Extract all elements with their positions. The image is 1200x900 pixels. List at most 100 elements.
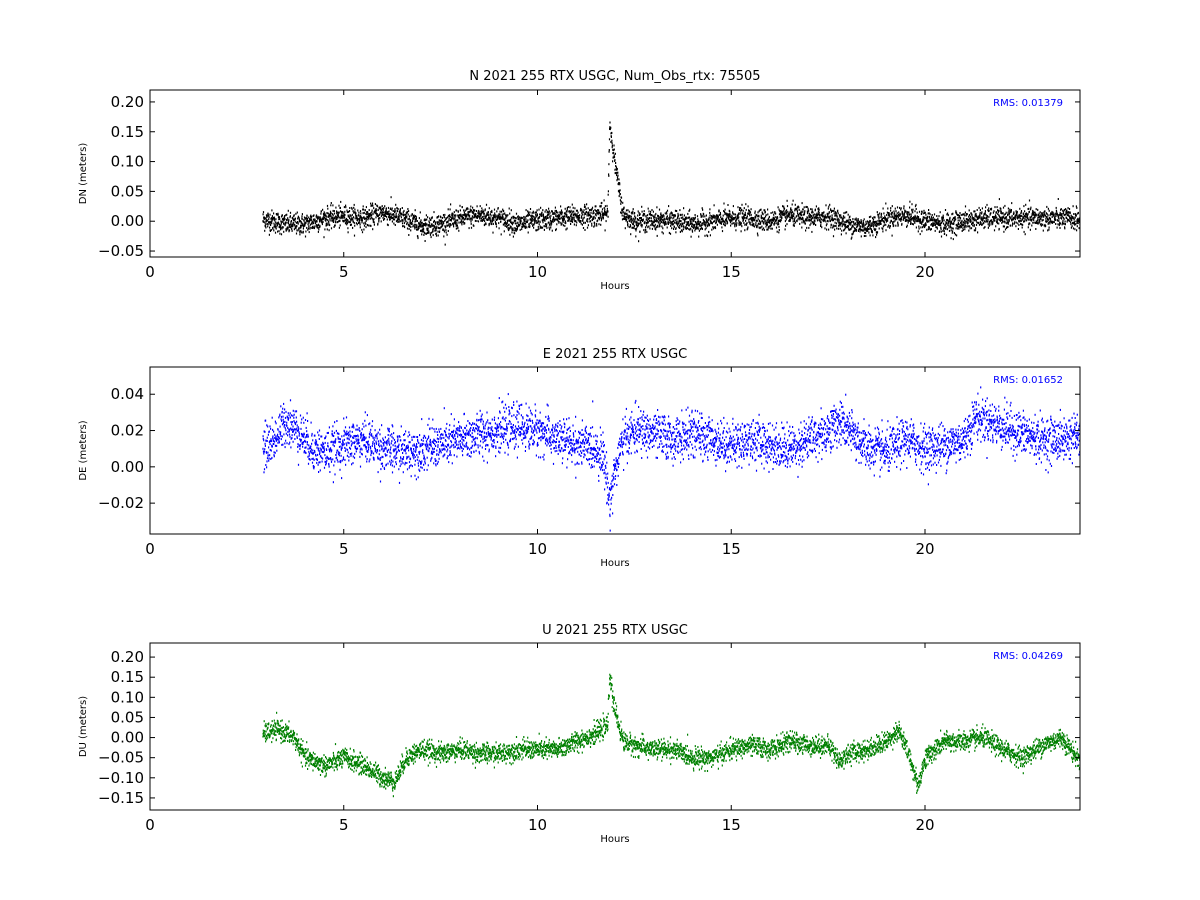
panel-north-point xyxy=(973,210,975,213)
panel-north-point xyxy=(1032,213,1035,216)
panel-north-point xyxy=(1007,222,1009,225)
panel-north-point xyxy=(338,226,340,229)
panel-east-point xyxy=(276,449,278,452)
panel-east-point xyxy=(275,439,277,442)
panel-north-point xyxy=(694,216,696,219)
panel-north-point xyxy=(491,218,494,221)
panel-north-point xyxy=(1008,212,1011,215)
panel-north-point xyxy=(539,225,541,228)
panel-north-point xyxy=(428,230,430,233)
panel-east-point xyxy=(283,412,285,414)
panel-north-point xyxy=(499,216,502,219)
panel-north-point xyxy=(923,218,925,221)
panel-east-point xyxy=(278,430,280,433)
panel-north-point xyxy=(857,219,859,222)
panel-north-point xyxy=(1001,212,1003,215)
panel-north-point xyxy=(812,215,814,218)
panel-north-point xyxy=(515,212,518,215)
panel-north-point xyxy=(410,226,412,228)
panel-north-point xyxy=(395,203,397,206)
panel-north-point xyxy=(1013,218,1015,221)
panel-north-point xyxy=(394,210,396,213)
panel-north-point xyxy=(372,213,374,216)
panel-north-point xyxy=(308,221,310,224)
panel-east-point xyxy=(280,418,282,421)
panel-north-point xyxy=(669,217,671,220)
panel-north-point xyxy=(434,227,436,230)
panel-north-point xyxy=(873,216,875,219)
panel-north-point xyxy=(444,219,446,222)
panel-north-point xyxy=(571,211,573,214)
panel-north-point xyxy=(291,225,293,228)
panel-north-point xyxy=(843,229,845,232)
panel-north-point xyxy=(970,212,972,215)
panel-north-point xyxy=(488,216,490,219)
panel-north-point xyxy=(611,146,613,149)
panel-north-point xyxy=(567,210,569,213)
panel-north-point xyxy=(847,221,850,224)
panel-north-point xyxy=(415,217,417,220)
panel-north-point xyxy=(561,213,563,216)
panel-north-point xyxy=(619,193,621,195)
panel-north-point xyxy=(604,205,606,208)
panel-north-point xyxy=(273,212,275,215)
panel-north-point xyxy=(386,211,388,214)
panel-north-point xyxy=(1061,217,1063,220)
panel-north-point xyxy=(984,212,986,215)
panel-north-point xyxy=(273,217,276,220)
panel-north-point xyxy=(998,215,1001,218)
panel-north-point xyxy=(687,212,689,215)
panel-north-point xyxy=(968,215,970,218)
panel-north-point xyxy=(402,225,404,228)
panel-north-point xyxy=(940,235,943,238)
panel-north-point xyxy=(879,216,881,219)
panel-north-point xyxy=(277,213,279,216)
panel-north-point xyxy=(838,219,840,222)
panel-north-point xyxy=(786,223,788,226)
panel-north-point xyxy=(562,219,564,222)
panel-north-point xyxy=(657,215,660,218)
panel-north-point xyxy=(358,214,360,217)
panel-north-point xyxy=(268,216,270,219)
panel-north-point xyxy=(547,216,549,219)
panel-north-point xyxy=(872,223,874,226)
panel-north-point xyxy=(982,217,985,220)
panel-north-point xyxy=(263,220,265,223)
panel-north-point xyxy=(1022,223,1024,226)
panel-north-point xyxy=(953,219,956,222)
panel-north-point xyxy=(463,213,465,216)
panel-north-point xyxy=(402,219,404,222)
panel-north-point xyxy=(413,214,415,217)
panel-north-point xyxy=(527,231,529,234)
panel-north-point xyxy=(512,215,514,218)
panel-north-point xyxy=(1033,211,1035,214)
panel-north-point xyxy=(703,213,705,216)
panel-north-point xyxy=(377,214,379,217)
panel-north-point xyxy=(476,220,478,222)
panel-north-point xyxy=(763,227,765,230)
panel-north-point xyxy=(427,231,430,234)
panel-north-point xyxy=(878,213,880,216)
panel-north-point xyxy=(396,215,398,218)
panel-north-point xyxy=(281,221,283,224)
panel-north-point xyxy=(786,199,788,202)
panel-north-point xyxy=(559,214,561,217)
panel-north-point xyxy=(450,216,452,218)
panel-north-point xyxy=(501,213,503,216)
panel-north-point xyxy=(868,228,870,230)
panel-north-point xyxy=(426,223,428,226)
panel-north-point xyxy=(697,218,699,221)
panel-north-point xyxy=(555,209,557,212)
panel-north-point xyxy=(675,227,677,230)
panel-north-point xyxy=(699,225,701,227)
panel-north-point xyxy=(1031,218,1033,221)
panel-north-point xyxy=(585,212,587,215)
panel-north-point xyxy=(421,221,423,224)
panel-north-point xyxy=(753,217,755,220)
panel-north-point xyxy=(459,209,461,212)
panel-north-point xyxy=(470,217,472,220)
panel-north-point xyxy=(796,220,798,223)
panel-north-point xyxy=(775,226,778,229)
panel-north-point xyxy=(620,202,622,205)
panel-north-point xyxy=(381,209,383,212)
